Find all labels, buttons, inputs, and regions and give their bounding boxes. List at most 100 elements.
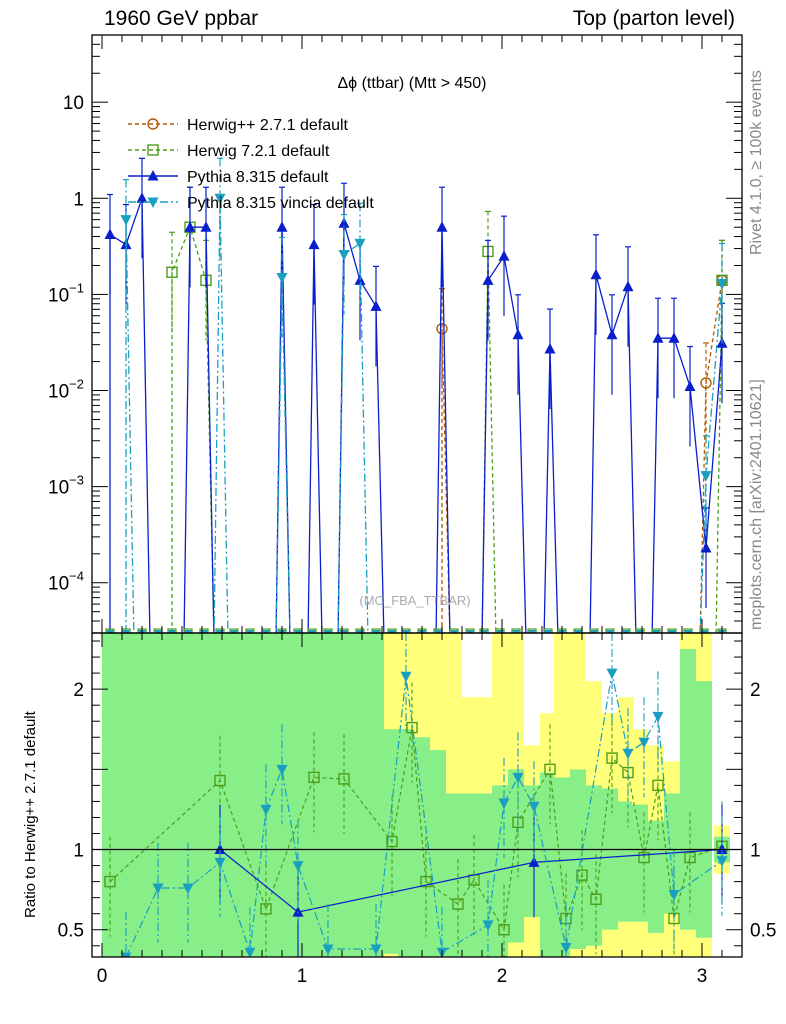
ratio-point <box>370 944 382 955</box>
zero-marker <box>573 628 583 633</box>
uncertainty-band-green <box>540 772 556 957</box>
ratio-point <box>652 711 664 723</box>
zero-marker <box>245 628 255 633</box>
zero-marker <box>652 630 660 633</box>
ratio-y-tick-label: 1 <box>73 841 84 862</box>
uncertainty-band-green <box>430 750 446 957</box>
ratio-y-tick-label-right: 1 <box>750 841 761 862</box>
zero-marker <box>168 630 176 633</box>
ratio-point <box>322 944 334 955</box>
ratio-line <box>219 848 723 913</box>
zero-marker <box>372 630 380 633</box>
zero-marker <box>528 630 536 633</box>
ratio-y-tick-label: 2 <box>73 680 84 701</box>
x-tick-label: 3 <box>697 966 708 987</box>
zero-marker <box>308 630 316 633</box>
data-point <box>276 221 288 232</box>
zero-marker <box>339 628 349 633</box>
y-tick-label: 1 <box>73 189 84 210</box>
data-point <box>700 471 712 482</box>
ratio-point <box>638 851 650 864</box>
data-point <box>498 250 510 261</box>
zero-marker <box>184 630 192 633</box>
zero-marker <box>121 628 131 633</box>
zero-marker <box>699 628 709 633</box>
ratio-point <box>120 952 132 957</box>
legend-entry: Herwig++ 2.7.1 default <box>128 117 349 134</box>
zero-marker <box>402 630 410 633</box>
legend-marker <box>147 197 159 208</box>
data-point <box>512 328 524 340</box>
zero-marker <box>589 628 599 633</box>
zero-marker <box>433 628 443 633</box>
data-point <box>184 221 196 232</box>
data-point <box>544 343 556 354</box>
zero-marker <box>401 628 411 633</box>
zero-marker <box>153 628 163 633</box>
data-point <box>104 228 116 240</box>
ratio-point <box>152 883 164 895</box>
zero-markers <box>105 628 727 633</box>
uncertainty-band-green <box>180 633 196 957</box>
ratio-point <box>528 801 540 813</box>
data-point <box>700 541 712 553</box>
zero-marker <box>199 628 209 633</box>
uncertainty-band-green <box>648 820 664 933</box>
uncertainty-band-green <box>618 801 634 922</box>
uncertainty-band-green <box>446 793 462 957</box>
uncertainty-band-green <box>320 633 336 957</box>
zero-marker <box>387 628 397 633</box>
ratio-point <box>668 889 680 901</box>
ratio-point <box>260 903 272 915</box>
ratio-point <box>420 875 432 888</box>
zero-marker <box>434 630 442 633</box>
data-point <box>622 280 634 292</box>
zero-marker <box>261 628 271 633</box>
zero-marker <box>246 630 254 633</box>
data-point <box>200 221 212 232</box>
zero-marker <box>622 630 630 633</box>
zero-marker <box>466 630 474 633</box>
series-line <box>125 198 723 633</box>
y-tick-label: 10−4 <box>48 569 84 595</box>
zero-marker <box>183 628 193 633</box>
uncertainty-band-green <box>164 633 180 957</box>
data-point <box>684 380 696 392</box>
data-point <box>668 332 680 343</box>
ratio-point <box>638 737 650 749</box>
ratio-point <box>716 856 728 867</box>
ratio-point <box>104 875 116 888</box>
zero-marker <box>106 630 114 633</box>
uncertainty-band-green <box>134 633 150 957</box>
data-point <box>436 221 448 232</box>
data-point <box>652 332 664 343</box>
data-point <box>214 193 226 205</box>
data-point <box>700 377 712 389</box>
ratio-point <box>590 893 602 905</box>
legend-entry: Pythia 8.315 default <box>128 169 329 186</box>
zero-marker <box>105 628 115 633</box>
ratio-series-triangle-down <box>120 633 728 957</box>
ratio-point <box>606 668 618 680</box>
zero-marker <box>635 628 645 633</box>
zero-marker <box>527 628 537 633</box>
zero-marker <box>323 628 333 633</box>
zero-marker <box>388 630 396 633</box>
zero-marker <box>479 628 489 633</box>
ratio-point <box>452 898 464 910</box>
ratio-point <box>276 764 288 776</box>
ratio-y-tick-label-right: 0.5 <box>750 921 776 942</box>
ratio-point <box>292 861 304 872</box>
ratio-point <box>244 947 256 957</box>
uncertainty-band-green <box>602 788 618 930</box>
x-tick-label: 0 <box>97 966 108 987</box>
data-point <box>436 322 448 335</box>
ratio-point <box>622 748 634 760</box>
zero-marker <box>293 628 303 633</box>
ratio-series-square <box>104 682 728 957</box>
data-point <box>166 266 178 278</box>
ratio-y-tick-label-right: 2 <box>750 680 761 701</box>
series-circle <box>436 239 728 633</box>
uncertainty-band-green <box>508 769 524 943</box>
